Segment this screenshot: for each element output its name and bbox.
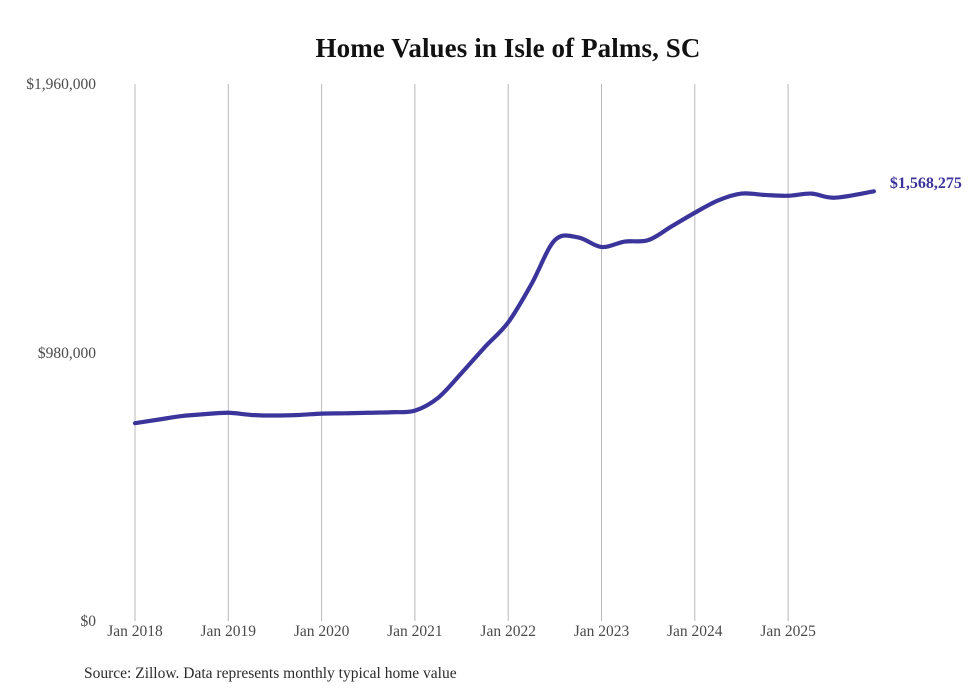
x-axis-tick-label-jan-2023: Jan 2023 [573,623,630,640]
x-axis-tick-label-jan-2018: Jan 2018 [107,623,163,640]
y-axis-tick-label-mid: $980,000 [37,345,96,362]
x-axis-tick-label-jan-2025: Jan 2025 [760,623,816,640]
end-value-label: $1,568,275 [889,175,962,193]
chart-footnote: Source: Zillow. Data represents monthly … [84,665,457,682]
y-axis-tick-label-zero: $0 [80,613,97,630]
x-axis-tick-label-jan-2020: Jan 2020 [293,623,350,640]
y-axis-tick-label-top: $1,960,000 [26,76,96,93]
x-axis-tick-label-jan-2024: Jan 2024 [667,623,723,640]
x-axis-tick-label-jan-2021: Jan 2021 [387,623,443,640]
x-axis-tick-label-jan-2019: Jan 2019 [200,623,257,640]
data-line-series [132,189,877,426]
gridlines [134,84,789,621]
x-axis-tick-label-jan-2022: Jan 2022 [480,623,536,640]
chart-title: Home Values in Isle of Palms, SC [315,33,701,63]
